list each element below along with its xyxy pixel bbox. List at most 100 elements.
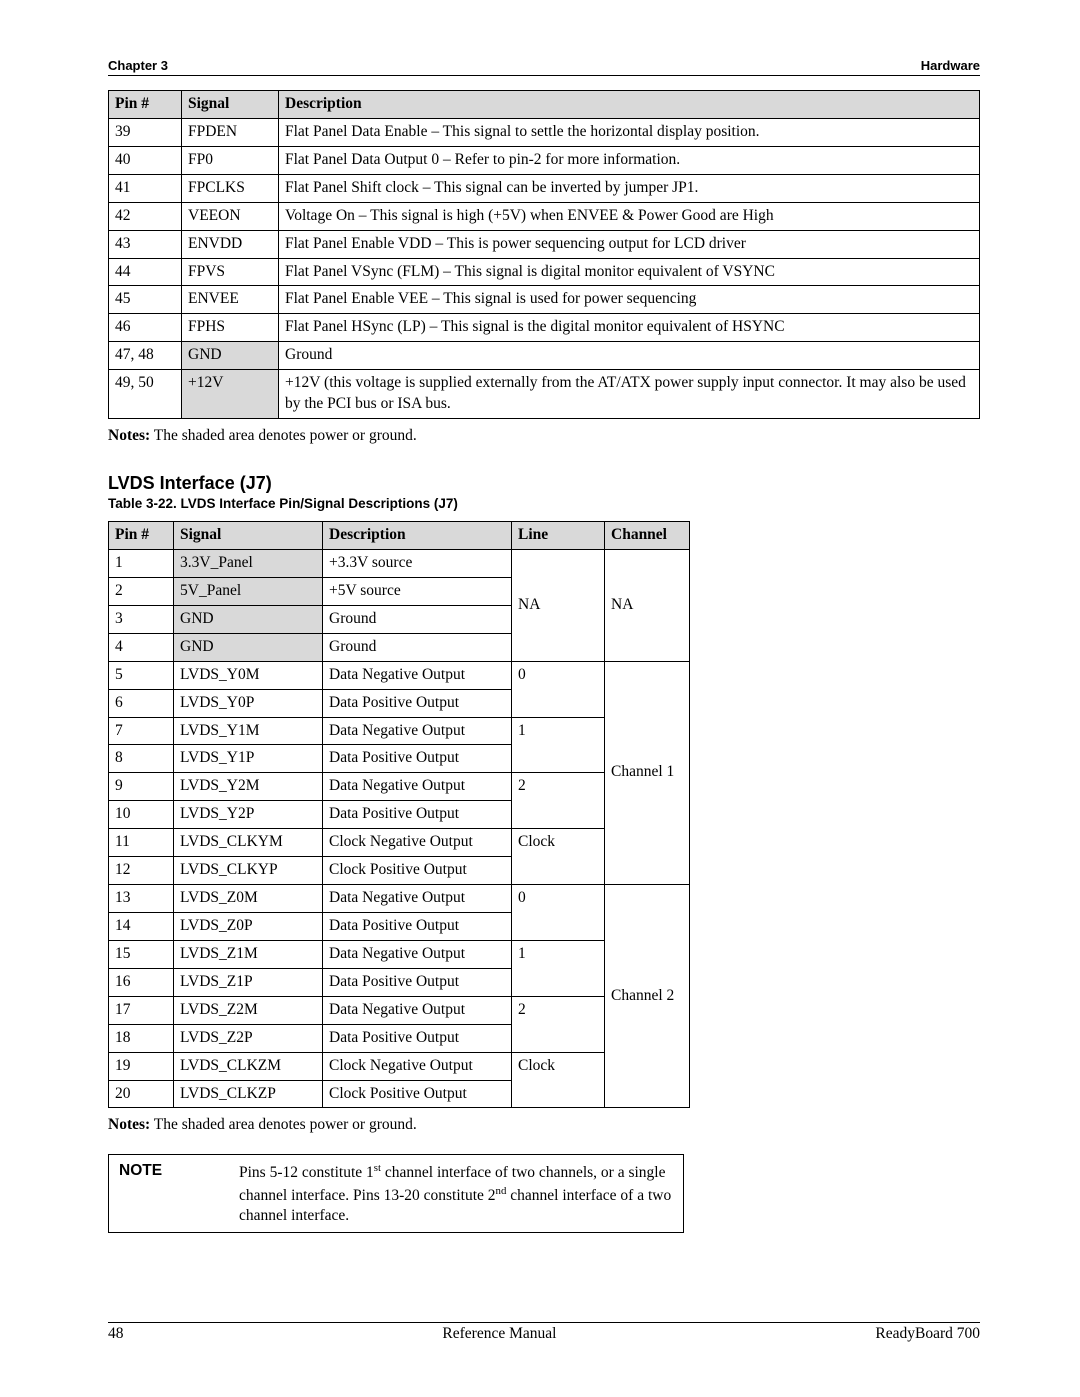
cell-description: Flat Panel Data Output 0 – Refer to pin-… xyxy=(279,146,980,174)
cell-signal: FPVS xyxy=(182,258,279,286)
cell-line: 2 xyxy=(512,773,605,829)
cell-description: Data Negative Output xyxy=(323,773,512,801)
table-row: 9LVDS_Y2MData Negative Output2 xyxy=(109,773,690,801)
cell-pin: 42 xyxy=(109,202,182,230)
cell-pin: 5 xyxy=(109,661,174,689)
cell-line: 0 xyxy=(512,661,605,717)
note-label: NOTE xyxy=(119,1161,239,1226)
column-header-line: Line xyxy=(512,522,605,550)
cell-pin: 16 xyxy=(109,968,174,996)
cell-description: Data Negative Output xyxy=(323,996,512,1024)
cell-signal: 5V_Panel xyxy=(174,577,323,605)
cell-pin: 49, 50 xyxy=(109,370,182,419)
column-header-pin: Pin # xyxy=(109,522,174,550)
cell-pin: 47, 48 xyxy=(109,342,182,370)
column-header-description: Description xyxy=(323,522,512,550)
cell-description: Clock Negative Output xyxy=(323,1052,512,1080)
cell-pin: 19 xyxy=(109,1052,174,1080)
cell-description: Ground xyxy=(323,633,512,661)
cell-description: Clock Negative Output xyxy=(323,829,512,857)
table-header: Pin # Signal Description xyxy=(109,91,980,119)
cell-signal: LVDS_Z1P xyxy=(174,968,323,996)
cell-description: Flat Panel VSync (FLM) – This signal is … xyxy=(279,258,980,286)
cell-description: Data Positive Output xyxy=(323,1024,512,1052)
cell-pin: 39 xyxy=(109,118,182,146)
cell-signal: LVDS_Y0M xyxy=(174,661,323,689)
table-row: 17LVDS_Z2MData Negative Output2 xyxy=(109,996,690,1024)
cell-description: Voltage On – This signal is high (+5V) w… xyxy=(279,202,980,230)
table-row: 7LVDS_Y1MData Negative Output1 xyxy=(109,717,690,745)
column-header-pin: Pin # xyxy=(109,91,182,119)
cell-pin: 17 xyxy=(109,996,174,1024)
cell-signal: LVDS_CLKYM xyxy=(174,829,323,857)
cell-pin: 41 xyxy=(109,174,182,202)
table-row: 11LVDS_CLKYMClock Negative OutputClock xyxy=(109,829,690,857)
cell-description: Data Negative Output xyxy=(323,661,512,689)
cell-pin: 44 xyxy=(109,258,182,286)
cell-description: Flat Panel Enable VEE – This signal is u… xyxy=(279,286,980,314)
cell-line: Clock xyxy=(512,1052,605,1108)
cell-pin: 4 xyxy=(109,633,174,661)
cell-line: 2 xyxy=(512,996,605,1052)
cell-pin: 40 xyxy=(109,146,182,174)
cell-pin: 9 xyxy=(109,773,174,801)
cell-signal: LVDS_Y1P xyxy=(174,745,323,773)
notes-text: The shaded area denotes power or ground. xyxy=(150,1116,417,1133)
cell-pin: 18 xyxy=(109,1024,174,1052)
cell-signal: LVDS_Y0P xyxy=(174,689,323,717)
header-left: Chapter 3 xyxy=(108,58,168,73)
table-row: 40FP0Flat Panel Data Output 0 – Refer to… xyxy=(109,146,980,174)
cell-line: 1 xyxy=(512,717,605,773)
table-row: 45ENVEEFlat Panel Enable VEE – This sign… xyxy=(109,286,980,314)
note-text: Pins 5-12 constitute 1st channel interfa… xyxy=(239,1161,673,1226)
cell-line: 1 xyxy=(512,940,605,996)
cell-pin: 43 xyxy=(109,230,182,258)
section-heading-lvds: LVDS Interface (J7) xyxy=(108,473,980,494)
cell-signal: LVDS_CLKZP xyxy=(174,1080,323,1108)
cell-description: Data Positive Output xyxy=(323,801,512,829)
table1-notes: Notes: The shaded area denotes power or … xyxy=(108,427,980,445)
cell-pin: 13 xyxy=(109,885,174,913)
table2-notes: Notes: The shaded area denotes power or … xyxy=(108,1116,980,1134)
cell-signal: LVDS_Z1M xyxy=(174,940,323,968)
cell-signal: LVDS_Y2M xyxy=(174,773,323,801)
notes-text: The shaded area denotes power or ground. xyxy=(150,427,417,444)
superscript: nd xyxy=(496,1185,507,1197)
cell-signal: LVDS_Z2P xyxy=(174,1024,323,1052)
cell-pin: 1 xyxy=(109,549,174,577)
cell-description: +3.3V source xyxy=(323,549,512,577)
cell-description: Flat Panel Data Enable – This signal to … xyxy=(279,118,980,146)
table-row: 5LVDS_Y0MData Negative Output0Channel 1 xyxy=(109,661,690,689)
cell-description: Data Negative Output xyxy=(323,717,512,745)
table-row: 19LVDS_CLKZMClock Negative OutputClock xyxy=(109,1052,690,1080)
table-lvds-pins: Pin # Signal Description Line Channel 13… xyxy=(108,521,690,1108)
cell-pin: 20 xyxy=(109,1080,174,1108)
table-row: 15LVDS_Z1MData Negative Output1 xyxy=(109,940,690,968)
cell-pin: 2 xyxy=(109,577,174,605)
cell-pin: 12 xyxy=(109,857,174,885)
page-header: Chapter 3 Hardware xyxy=(108,58,980,76)
table-row: 44FPVSFlat Panel VSync (FLM) – This sign… xyxy=(109,258,980,286)
cell-channel: Channel 1 xyxy=(605,661,690,884)
cell-line: Clock xyxy=(512,829,605,885)
table-row: 39FPDENFlat Panel Data Enable – This sig… xyxy=(109,118,980,146)
cell-description: Ground xyxy=(323,605,512,633)
table-header: Pin # Signal Description Line Channel xyxy=(109,522,690,550)
header-right: Hardware xyxy=(921,58,980,73)
cell-signal: 3.3V_Panel xyxy=(174,549,323,577)
superscript: st xyxy=(374,1162,381,1174)
notes-label: Notes: xyxy=(108,427,150,444)
cell-signal: LVDS_Y2P xyxy=(174,801,323,829)
cell-description: Data Negative Output xyxy=(323,940,512,968)
note-box: NOTE Pins 5-12 constitute 1st channel in… xyxy=(108,1154,684,1233)
table-row: 47, 48GNDGround xyxy=(109,342,980,370)
cell-pin: 6 xyxy=(109,689,174,717)
page: Chapter 3 Hardware Pin # Signal Descript… xyxy=(0,0,1080,1397)
table-row: 42VEEONVoltage On – This signal is high … xyxy=(109,202,980,230)
cell-channel: Channel 2 xyxy=(605,885,690,1108)
cell-signal: GND xyxy=(182,342,279,370)
cell-pin: 10 xyxy=(109,801,174,829)
table-row: 49, 50+12V+12V (this voltage is supplied… xyxy=(109,370,980,419)
cell-signal: LVDS_Z0M xyxy=(174,885,323,913)
column-header-channel: Channel xyxy=(605,522,690,550)
